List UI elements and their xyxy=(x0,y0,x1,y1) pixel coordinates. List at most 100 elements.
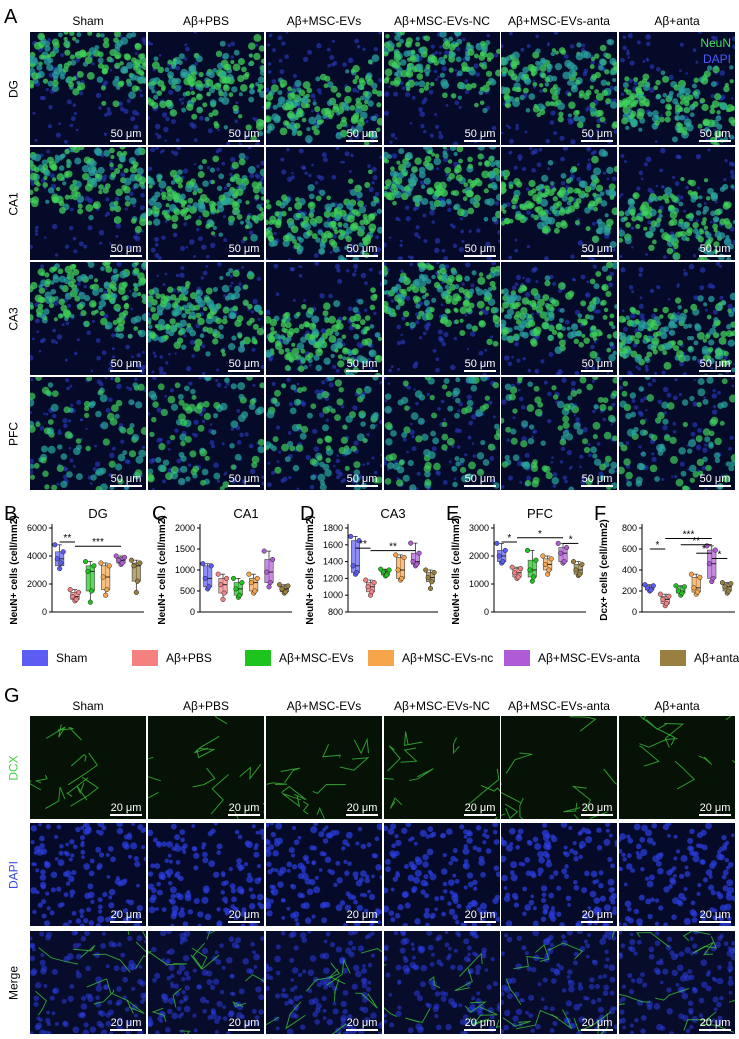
data-point xyxy=(98,560,104,566)
y-tick-label: 800 xyxy=(622,523,637,533)
micrograph-tile: 20 μm xyxy=(30,931,146,1034)
data-point xyxy=(502,547,508,553)
column-header: Aβ+MSC-EVs-NC xyxy=(394,14,490,28)
data-point xyxy=(54,556,60,562)
y-tick-label: 4000 xyxy=(27,551,47,561)
scale-bar-label: 20 μm xyxy=(346,1017,378,1029)
data-point xyxy=(87,599,93,605)
data-point xyxy=(660,596,666,602)
scale-bar-label: 50 μm xyxy=(699,358,731,370)
data-point xyxy=(423,567,429,573)
scale-bar-label: 20 μm xyxy=(228,909,260,921)
data-point xyxy=(694,589,700,595)
data-point xyxy=(722,584,728,590)
micrograph-tile: 20 μm xyxy=(501,823,617,926)
column-header: Aβ+PBS xyxy=(183,699,229,713)
neun-channel-label: NeuN xyxy=(700,36,731,50)
scale-bar: 20 μm xyxy=(464,802,496,816)
data-point xyxy=(545,571,551,577)
scale-bar: 20 μm xyxy=(346,909,378,923)
y-tick-label: 1000 xyxy=(469,579,489,589)
data-point xyxy=(576,571,583,577)
column-header: Sham xyxy=(72,14,104,28)
scale-bar-line xyxy=(228,1029,260,1031)
data-point xyxy=(509,564,515,570)
y-axis-label: NeuN+ cells (cell/mm2) xyxy=(305,515,316,624)
data-point xyxy=(675,588,681,594)
data-point xyxy=(276,582,283,588)
column-header: Aβ+MSC-EVs-anta xyxy=(508,14,610,28)
scale-bar: 50 μm xyxy=(699,358,731,372)
data-point xyxy=(363,577,369,583)
scale-bar-label: 50 μm xyxy=(346,243,378,255)
data-point xyxy=(133,589,139,595)
data-point xyxy=(524,547,531,553)
scale-bar: 20 μm xyxy=(346,1017,378,1031)
scale-bar: 50 μm xyxy=(110,243,142,257)
chart-d: D CA3 800 1000 1200 1400 1600 1800 NeuN+ cells (… xyxy=(300,503,438,625)
scale-bar-line xyxy=(581,255,613,257)
scale-bar: 50 μm xyxy=(228,358,260,372)
y-tick-label: 0 xyxy=(632,607,637,617)
scale-bar-line xyxy=(346,255,378,257)
significance-label: * xyxy=(656,540,660,551)
data-point xyxy=(712,547,718,553)
scale-bar-label: 50 μm xyxy=(346,473,378,485)
micrograph-tile: 50 μm xyxy=(266,377,382,490)
scale-bar: 50 μm xyxy=(581,128,613,142)
legend-swatch xyxy=(504,650,530,666)
legend-label: Aβ+MSC-EVs-nc xyxy=(402,651,494,665)
scale-bar-line xyxy=(346,370,378,372)
data-point xyxy=(202,575,208,581)
data-point xyxy=(91,563,97,569)
significance-label: *** xyxy=(683,530,695,541)
scale-bar-line xyxy=(228,370,260,372)
significance-label: ** xyxy=(389,542,397,553)
data-point xyxy=(246,571,252,577)
data-point xyxy=(230,575,237,581)
data-point xyxy=(399,575,405,581)
data-point xyxy=(88,588,95,594)
row-label: Merge xyxy=(6,965,20,1000)
scale-bar-label: 20 μm xyxy=(346,802,378,814)
data-point xyxy=(666,593,672,599)
scale-bar: 50 μm xyxy=(346,128,378,142)
data-point xyxy=(233,586,239,592)
scale-bar-line xyxy=(346,485,378,487)
chart-c: C CA1 0 500 1000 1500 2000 NeuN+ cells (cell/mm… xyxy=(152,503,292,625)
scale-bar: 20 μm xyxy=(464,1017,496,1031)
scale-bar: 50 μm xyxy=(699,128,731,142)
panel-a-label: A xyxy=(4,6,18,28)
data-point xyxy=(128,557,135,563)
data-point xyxy=(395,567,401,573)
scale-bar: 50 μm xyxy=(581,473,613,487)
data-point xyxy=(663,601,669,607)
data-point xyxy=(221,590,227,596)
scale-bar: 20 μm xyxy=(110,1017,142,1031)
data-point xyxy=(494,540,500,546)
scale-bar-label: 50 μm xyxy=(581,358,613,370)
data-point xyxy=(728,581,734,587)
y-tick-label: 1000 xyxy=(323,590,343,600)
significance-label: *** xyxy=(92,537,104,548)
data-point xyxy=(425,575,431,581)
row-label: DCX xyxy=(6,754,20,781)
scale-bar: 20 μm xyxy=(699,909,731,923)
scale-bar-label: 50 μm xyxy=(110,358,142,370)
scale-bar-label: 50 μm xyxy=(228,128,260,140)
data-point xyxy=(267,580,273,586)
micrograph-tile: 50 μm xyxy=(266,32,382,145)
scale-bar-line xyxy=(581,140,613,142)
scale-bar: 50 μm xyxy=(464,243,496,257)
data-point xyxy=(73,596,79,602)
scale-bar: 50 μm xyxy=(110,473,142,487)
legend-swatch xyxy=(660,650,686,666)
chart-title: CA1 xyxy=(233,506,258,521)
chart-b: B DG 0 2000 4000 6000 NeuN+ cells (cell/mm2) **… xyxy=(4,503,144,625)
scale-bar-line xyxy=(228,255,260,257)
scale-bar-line xyxy=(464,255,496,257)
data-point xyxy=(401,554,407,560)
data-point xyxy=(427,585,434,592)
y-tick-label: 1200 xyxy=(323,573,343,583)
chart-title: DG xyxy=(88,506,108,521)
